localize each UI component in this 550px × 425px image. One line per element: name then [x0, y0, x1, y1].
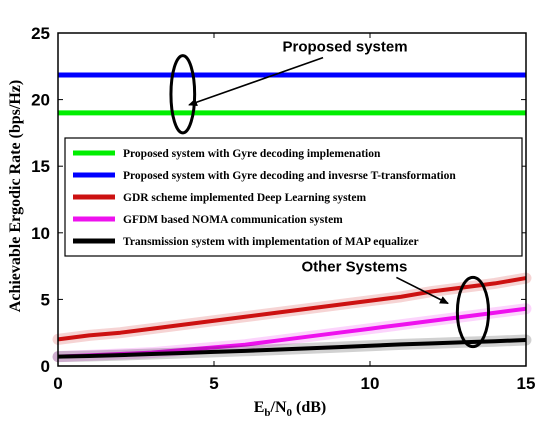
y-axis-label: Achievable Ergodic Rate (bps/Hz)	[7, 80, 24, 312]
legend-label-4: GFDM based NOMA communication system	[123, 214, 343, 226]
annotation-arrow-1	[188, 56, 324, 107]
y-tick-label: 25	[31, 24, 50, 43]
annotation-ellipse-2	[455, 275, 491, 349]
legend-label-2: Proposed system with Gyre decoding and i…	[123, 170, 456, 182]
legend-box	[64, 137, 523, 257]
legend-label-5: Transmission system with implementation …	[123, 236, 419, 248]
annotation-arrow-2	[396, 276, 449, 305]
series-layer	[52, 72, 532, 363]
y-tick-label: 20	[31, 91, 50, 110]
x-tick-label: 15	[517, 374, 536, 393]
y-tick-label: 15	[31, 157, 50, 176]
y-tick-label: 10	[31, 224, 50, 243]
annotation-text-1: Proposed system	[283, 39, 408, 56]
x-tick-label: 10	[361, 374, 380, 393]
legend: Proposed system with Gyre decoding imple…	[64, 137, 523, 257]
series-line-3	[57, 276, 527, 342]
series-line-5	[57, 338, 527, 359]
annotation-text-2: Other Systems	[301, 258, 407, 275]
x-tick-label: 0	[53, 374, 62, 393]
legend-label-1: Proposed system with Gyre decoding imple…	[123, 148, 381, 160]
x-tick-label: 5	[209, 374, 218, 393]
y-tick-label: 0	[41, 357, 50, 376]
legend-label-3: GDR scheme implemented Deep Learning sys…	[123, 192, 366, 204]
annotations: Proposed system Other Systems	[169, 39, 491, 349]
y-tick-label: 5	[41, 290, 50, 309]
x-axis-label: Eb/N0 (dB)	[254, 399, 327, 419]
plot-frame	[57, 32, 527, 367]
annotation-ellipse-1	[169, 54, 197, 135]
